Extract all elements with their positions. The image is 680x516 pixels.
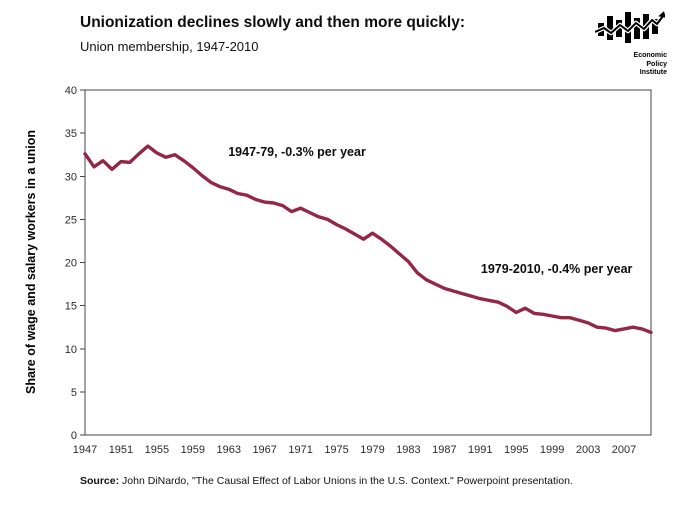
svg-text:1975: 1975 xyxy=(324,444,348,456)
svg-text:2003: 2003 xyxy=(576,444,600,456)
svg-text:40: 40 xyxy=(65,85,77,97)
logo-text-line3: Institute xyxy=(639,69,667,76)
logo-trendline-arrow xyxy=(594,15,664,34)
svg-text:1979: 1979 xyxy=(360,444,384,456)
epi-logo: Economic Policy Institute xyxy=(592,10,667,77)
annotation-1947-79: 1947-79, -0.3% per year xyxy=(228,145,366,160)
svg-text:1947: 1947 xyxy=(73,444,97,456)
y-axis-title: Share of wage and salary workers in a un… xyxy=(24,130,38,394)
svg-text:1987: 1987 xyxy=(432,444,456,456)
svg-text:10: 10 xyxy=(65,344,77,356)
svg-text:1995: 1995 xyxy=(504,444,528,456)
svg-text:1967: 1967 xyxy=(252,444,276,456)
logo-text-line1: Economic xyxy=(633,52,667,59)
source-label: Source: xyxy=(80,475,120,487)
source-note: Source: John DiNardo, "The Causal Effect… xyxy=(80,475,573,487)
svg-text:1951: 1951 xyxy=(109,444,133,456)
svg-text:2007: 2007 xyxy=(612,444,636,456)
svg-text:1971: 1971 xyxy=(288,444,312,456)
svg-text:35: 35 xyxy=(65,128,77,140)
annotation-1979-2010: 1979-2010, -0.4% per year xyxy=(480,262,633,277)
svg-text:5: 5 xyxy=(71,387,77,399)
epi-logo-icon xyxy=(592,11,667,43)
x-axis-tick-labels: 1947 1951 1955 1959 1963 1967 1971 1975 1979 1983… xyxy=(73,444,637,456)
svg-text:1999: 1999 xyxy=(540,444,564,456)
svg-text:25: 25 xyxy=(65,214,77,226)
chart-subtitle: Union membership, 1947-2010 xyxy=(80,39,259,54)
source-text: John DiNardo, "The Causal Effect of Labo… xyxy=(119,475,573,487)
y-axis-tick-marks xyxy=(80,89,85,436)
logo-text-line2: Policy xyxy=(646,60,667,68)
y-axis-tick-labels: 0 5 10 15 20 25 30 35 40 xyxy=(65,85,77,442)
svg-text:20: 20 xyxy=(65,258,77,270)
svg-text:1963: 1963 xyxy=(217,444,241,456)
svg-text:15: 15 xyxy=(65,301,77,313)
svg-text:1983: 1983 xyxy=(396,444,420,456)
chart-title: Unionization declines slowly and then mo… xyxy=(80,14,465,31)
data-line xyxy=(83,144,653,335)
svg-text:1991: 1991 xyxy=(468,444,492,456)
svg-text:1955: 1955 xyxy=(145,444,169,456)
svg-text:0: 0 xyxy=(71,430,77,442)
svg-text:1959: 1959 xyxy=(181,444,205,456)
svg-text:30: 30 xyxy=(65,171,77,183)
